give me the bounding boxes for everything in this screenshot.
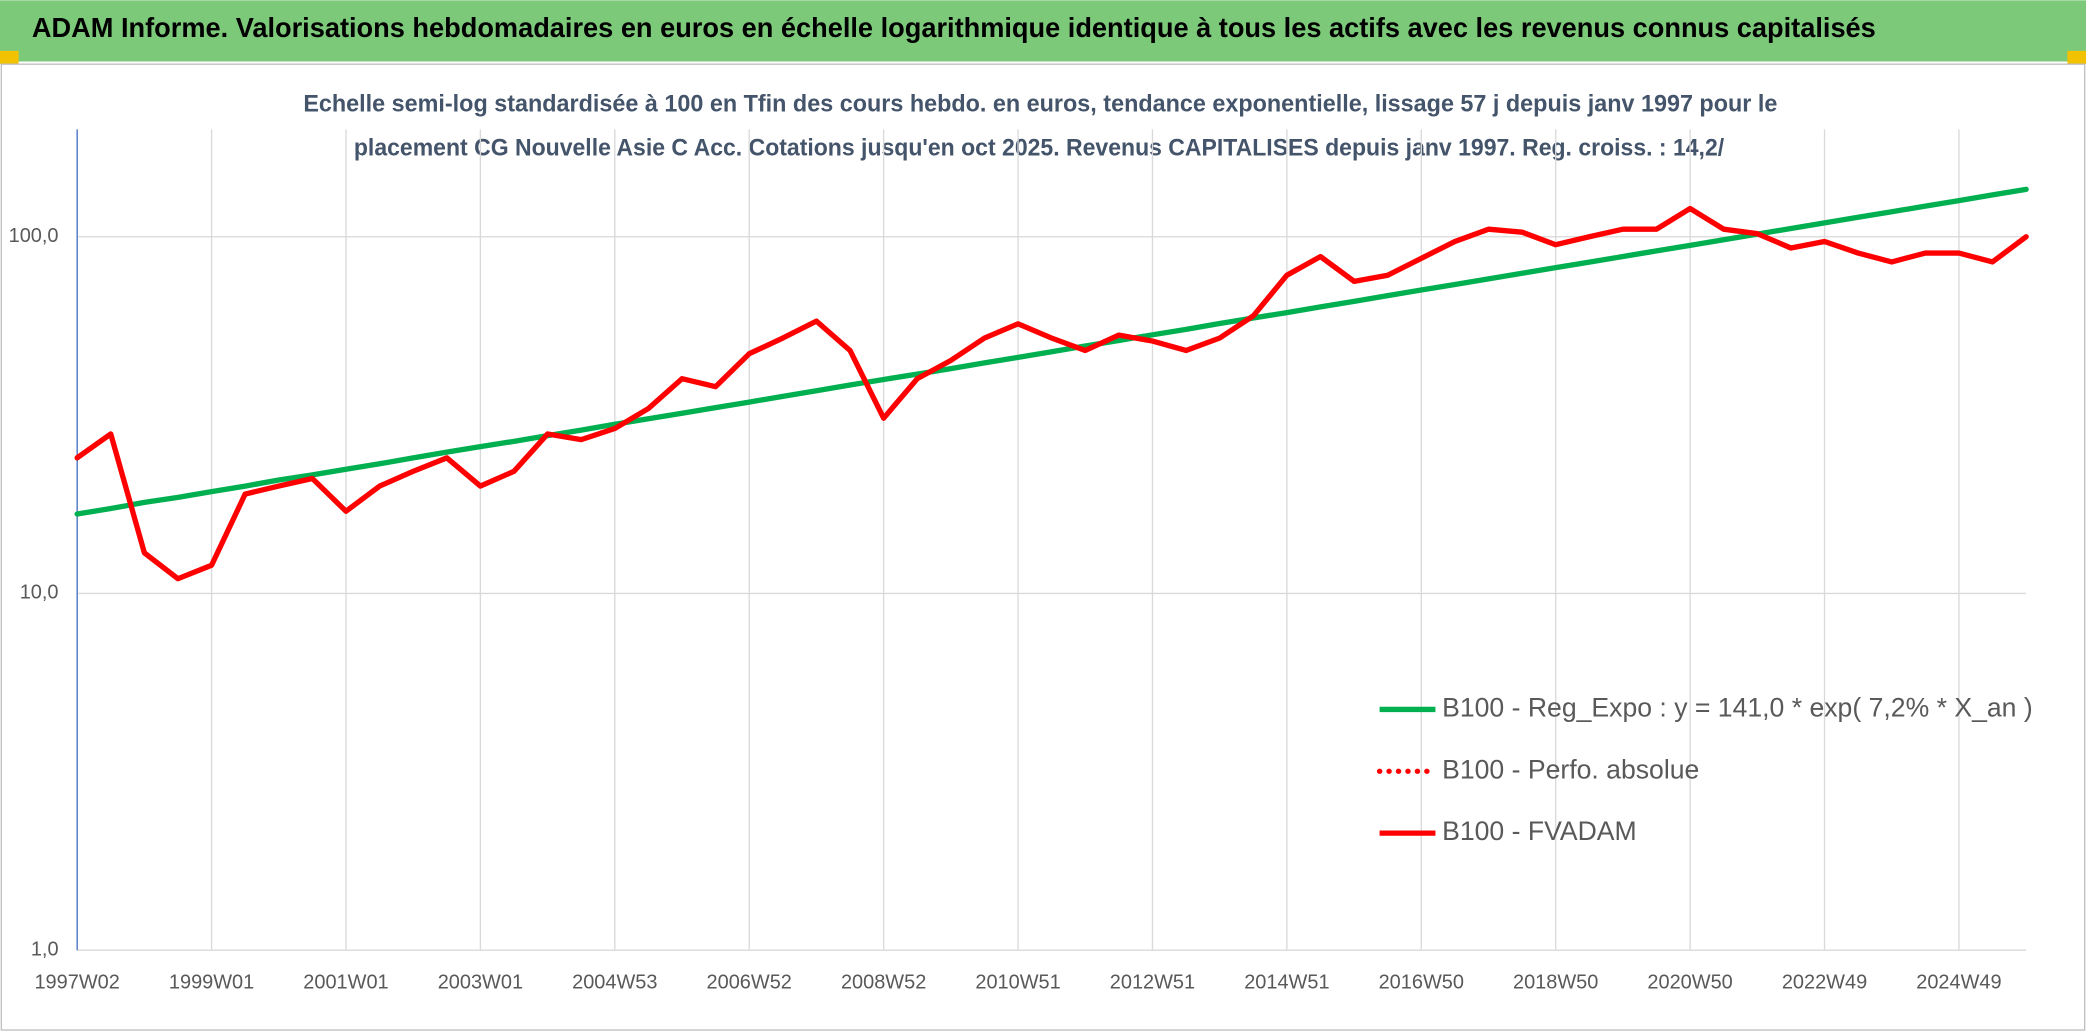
x-tick-label: 2022W49: [1782, 972, 1867, 994]
corner-mark: [0, 50, 19, 65]
series-line: [74, 205, 2029, 582]
legend-label: B100 - FVADAM: [1442, 816, 1637, 846]
legend: B100 - Reg_Expo : y = 141,0 * exp( 7,2% …: [1376, 692, 2033, 846]
x-tick-label: 2020W50: [1647, 972, 1732, 994]
header-bar: [0, 0, 2086, 62]
grid: 1,0 10,0 100,0 1997W02 1999W01 2001W01 2003W01…: [9, 129, 2027, 994]
legend-label: B100 - Perfo. absolue: [1442, 754, 1699, 784]
x-tick-label: 2012W51: [1110, 972, 1195, 994]
x-tick-label: 1999W01: [169, 972, 254, 994]
y-tick-label: 1,0: [31, 938, 59, 960]
x-tick-label: 2003W01: [438, 972, 523, 994]
plot: [74, 186, 2029, 582]
y-tick-label: 100,0: [9, 225, 59, 247]
corner-mark: [2067, 50, 2086, 65]
chart-title: placement CG Nouvelle Asie C Acc. Cotati…: [354, 135, 1725, 162]
x-tick-label: 2014W51: [1244, 972, 1329, 994]
x-tick-label: 2018W50: [1513, 972, 1598, 994]
chart-title: Echelle semi-log standardisée à 100 en T…: [303, 91, 1777, 118]
legend-label: B100 - Reg_Expo : y = 141,0 * exp( 7,2% …: [1442, 692, 2033, 722]
chart-frame: [0, 63, 2086, 1031]
x-tick-label: 2010W51: [975, 972, 1060, 994]
x-tick-label: 2008W52: [841, 972, 926, 994]
x-tick-label: 2004W53: [572, 972, 657, 994]
x-tick-label: 2006W52: [707, 972, 792, 994]
x-tick-label: 1997W02: [34, 972, 119, 994]
header-title: ADAM Informe. Valorisations hebdomadaire…: [32, 12, 1876, 43]
y-tick-label: 10,0: [20, 582, 59, 604]
x-tick-label: 2016W50: [1379, 972, 1464, 994]
x-tick-label: 2024W49: [1916, 972, 2001, 994]
x-tick-label: 2001W01: [303, 972, 388, 994]
series-line: [74, 186, 2029, 517]
